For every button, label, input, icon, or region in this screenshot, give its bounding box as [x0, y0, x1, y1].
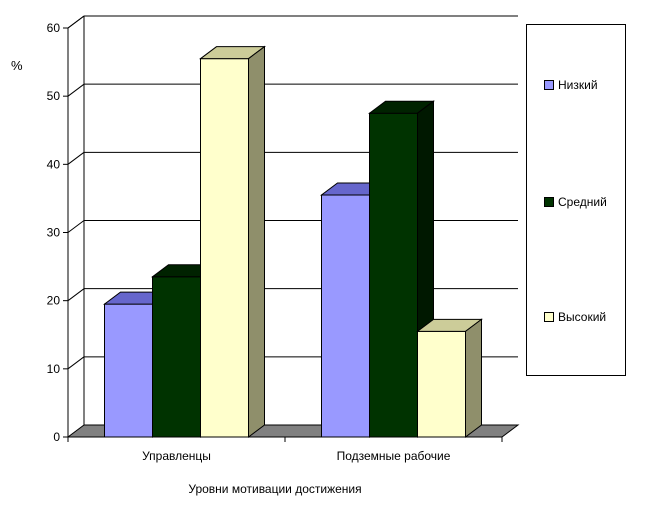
- bar-Высокий-Управленцы: [199, 45, 266, 438]
- gridline-side: [67, 288, 85, 302]
- y-tick-label: 60: [47, 21, 61, 35]
- y-tick-label: 20: [47, 294, 61, 308]
- bar-front: [369, 112, 418, 438]
- legend-swatch: [544, 80, 554, 90]
- x-tick-label: Подземные рабочие: [337, 449, 451, 463]
- bar-front: [321, 194, 370, 438]
- gridline-side: [67, 220, 85, 233]
- bars: [103, 45, 483, 438]
- bar-front: [417, 330, 466, 438]
- gridline-side: [67, 356, 85, 370]
- bar-front: [104, 303, 153, 438]
- legend-item: Высокий: [544, 310, 606, 324]
- bar-side: [248, 45, 265, 438]
- y-axis-label: %: [11, 58, 23, 73]
- legend-item: Средний: [544, 195, 607, 209]
- bar-front: [200, 58, 249, 438]
- y-tick-label: 40: [47, 157, 61, 171]
- legend-swatch: [544, 312, 554, 322]
- legend: Низкий Средний Высокий: [526, 24, 626, 376]
- y-tick-label: 10: [47, 362, 61, 376]
- y-tick-labels: 0 10 20 30 40 50 60: [47, 21, 61, 444]
- bar-Высокий-Подземные рабочие: [416, 318, 483, 438]
- y-tick-label: 0: [53, 430, 60, 444]
- category-labels: Управленцы Подземные рабочие: [142, 449, 451, 463]
- legend-item: Низкий: [544, 78, 598, 92]
- gridline-side: [67, 83, 85, 97]
- gridline-side: [67, 151, 85, 165]
- legend-label: Средний: [558, 195, 607, 209]
- legend-label: Низкий: [558, 78, 598, 92]
- y-tick-label: 30: [47, 226, 61, 240]
- y-tick-label: 50: [47, 89, 61, 103]
- gridline-side: [67, 15, 85, 29]
- legend-swatch: [544, 197, 554, 207]
- bar-side: [465, 318, 482, 438]
- gridlines: [67, 15, 518, 370]
- x-tick-label: Управленцы: [142, 449, 211, 463]
- legend-label: Высокий: [558, 310, 607, 324]
- bar-front: [152, 276, 201, 438]
- x-axis-label: Уровни мотивации достижения: [188, 482, 361, 496]
